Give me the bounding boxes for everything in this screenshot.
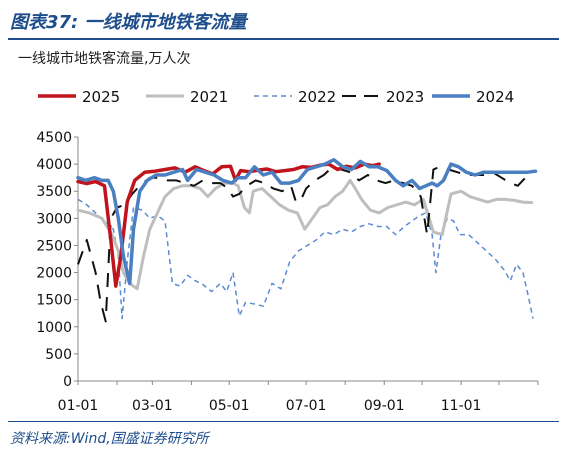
x-tick-label: 09-01 — [364, 398, 405, 414]
chart-series — [76, 158, 538, 323]
legend-label-2022: 2022 — [298, 88, 336, 106]
legend-label-2023: 2023 — [386, 88, 424, 106]
figure-label: 图表37: — [10, 12, 79, 33]
y-tick-label: 500 — [45, 347, 72, 363]
y-tick-label: 1000 — [36, 320, 72, 336]
x-tick-label: 01-01 — [58, 398, 99, 414]
source-note: 资料来源:Wind,国盛证券研究所 — [10, 431, 209, 447]
bottom-rule — [8, 421, 559, 422]
legend-label-2025: 2025 — [82, 88, 120, 106]
line-chart: 2025 2021 2022 2023 2024 0 500 1000 1500 2000 250… — [36, 88, 539, 414]
legend-label-2021: 2021 — [190, 88, 228, 106]
y-tick-label: 4500 — [36, 130, 72, 146]
y-tick-label: 3000 — [36, 211, 72, 227]
figure-title: 图表37: 一线城市地铁客流量 — [10, 8, 247, 34]
y-tick-label: 4000 — [36, 157, 72, 173]
series-line-2022 — [77, 198, 534, 320]
title-rule — [8, 38, 559, 40]
x-tick-label: 11-01 — [441, 398, 482, 414]
x-tick-label: 07-01 — [286, 398, 327, 414]
chart-subtitle: 一线城市地铁客流量,万人次 — [18, 51, 191, 67]
y-tick-label: 2000 — [36, 266, 72, 282]
y-tick-label: 3500 — [36, 184, 72, 200]
y-tick-label: 1500 — [36, 293, 72, 309]
legend-label-2024: 2024 — [476, 88, 514, 106]
chart-axes: 0 500 1000 1500 2000 2500 3000 3500 4000 4500 01-0… — [36, 130, 539, 414]
series-line-2024 — [76, 158, 538, 286]
chart-legend: 2025 2021 2022 2023 2024 — [38, 88, 514, 106]
series-line-2021 — [76, 178, 534, 291]
y-tick-label: 2500 — [36, 238, 72, 254]
y-tick-label: 0 — [63, 374, 72, 390]
x-tick-label: 03-01 — [132, 398, 173, 414]
x-tick-label: 05-01 — [209, 398, 250, 414]
figure-title-text: 一线城市地铁客流量 — [84, 12, 247, 33]
